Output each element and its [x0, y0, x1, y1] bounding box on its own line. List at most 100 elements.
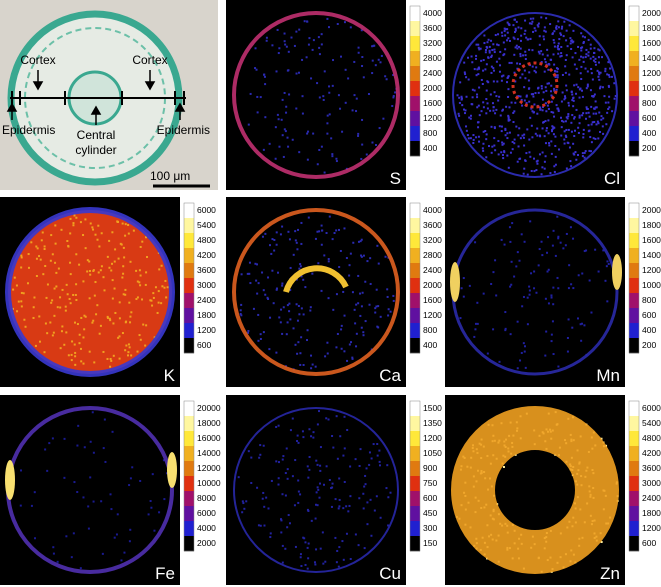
map-speckle	[122, 265, 125, 268]
map-speckle	[373, 44, 376, 47]
map-speckle	[519, 39, 522, 42]
map-speckle	[528, 285, 531, 288]
map-speckle	[535, 160, 538, 163]
map-speckle	[337, 507, 340, 510]
map-speckle	[514, 30, 517, 33]
map-speckle	[92, 319, 95, 322]
map-speckle	[376, 443, 379, 446]
map-speckle	[139, 274, 142, 277]
map-speckle	[144, 283, 147, 286]
map-speckle	[484, 48, 487, 51]
map-speckle	[509, 240, 512, 243]
map-speckle	[302, 278, 305, 281]
map-speckle	[466, 134, 469, 137]
map-speckle	[597, 75, 600, 78]
map-speckle	[295, 241, 298, 244]
map-speckle	[139, 284, 142, 287]
map-speckle	[493, 48, 496, 51]
colorbar-tick-label: 1200	[423, 113, 442, 123]
colorbar-tick-label: 800	[642, 98, 656, 108]
map-speckle	[80, 360, 83, 363]
map-speckle	[300, 565, 303, 568]
map-speckle	[39, 258, 42, 261]
map-speckle	[82, 362, 85, 365]
map-speckle	[589, 136, 592, 139]
map-speckle	[263, 75, 266, 78]
map-speckle	[144, 344, 147, 347]
colorbar-segment	[184, 536, 194, 552]
map-speckle	[307, 557, 310, 560]
colorbar-tick-label: 2800	[423, 53, 442, 63]
colorbar-segment	[410, 36, 420, 52]
colorbar-segment	[410, 81, 420, 97]
colorbar-tick-label: 1400	[642, 250, 661, 260]
map-speckle	[593, 93, 596, 96]
map-speckle	[277, 483, 280, 486]
map-speckle	[594, 100, 597, 103]
map-speckle	[145, 271, 148, 274]
map-speckle	[304, 286, 307, 289]
map-speckle	[558, 148, 561, 151]
colorbar-tick-label: 2000	[423, 280, 442, 290]
map-speckle	[471, 88, 474, 91]
map-speckle	[241, 511, 244, 514]
map-speckle	[67, 245, 70, 248]
map-speckle	[553, 165, 556, 168]
map-speckle	[371, 72, 374, 75]
map-speckle	[44, 448, 47, 451]
map-speckle	[296, 440, 299, 443]
colorbar-segment	[410, 51, 420, 67]
map-speckle	[549, 90, 552, 93]
map-speckle	[267, 507, 270, 510]
map-speckle	[314, 237, 317, 240]
map-speckle	[46, 283, 49, 286]
colorbar-segment	[184, 308, 194, 324]
map-speckle	[556, 46, 559, 49]
map-speckle	[340, 324, 343, 327]
map-speckle	[30, 241, 33, 244]
map-speckle	[611, 110, 614, 113]
map-speckle	[571, 56, 574, 59]
map-speckle	[546, 82, 549, 85]
map-speckle	[478, 48, 481, 51]
map-speckle	[519, 52, 522, 55]
map-speckle	[514, 80, 517, 83]
map-speckle	[375, 495, 378, 498]
colorbar-frame	[409, 5, 421, 157]
map-speckle	[43, 248, 46, 251]
map-speckle	[457, 112, 460, 115]
map-speckle	[264, 293, 267, 296]
map-speckle	[530, 124, 533, 127]
map-speckle	[264, 83, 267, 86]
map-speckle	[492, 271, 495, 274]
map-speckle	[99, 324, 102, 327]
map-speckle	[516, 38, 519, 41]
map-speckle	[51, 334, 54, 337]
map-speckle	[263, 505, 266, 508]
map-speckle	[492, 69, 495, 72]
map-speckle	[349, 26, 352, 29]
map-speckle	[384, 75, 387, 78]
map-speckle	[63, 343, 66, 346]
map-speckle	[281, 284, 284, 287]
map-speckle	[472, 138, 475, 141]
map-speckle	[146, 256, 149, 259]
colorbar-segment	[629, 278, 639, 294]
map-speckle	[247, 450, 250, 453]
map-speckle	[581, 95, 584, 98]
map-speckle	[567, 128, 570, 131]
map-speckle	[139, 479, 142, 482]
map-speckle	[336, 457, 339, 460]
map-speckle	[98, 332, 101, 335]
colorbar-tick-label: 18000	[197, 418, 221, 428]
map-speckle	[476, 68, 479, 71]
map-speckle	[343, 447, 346, 450]
map-speckle	[33, 491, 36, 494]
colorbar-tick-label: 450	[423, 508, 437, 518]
map-speckle	[328, 113, 331, 116]
map-speckle	[286, 136, 289, 139]
map-speckle	[342, 558, 345, 561]
map-speckle	[540, 85, 543, 88]
map-speckle	[581, 152, 584, 155]
map-speckle	[564, 71, 567, 74]
